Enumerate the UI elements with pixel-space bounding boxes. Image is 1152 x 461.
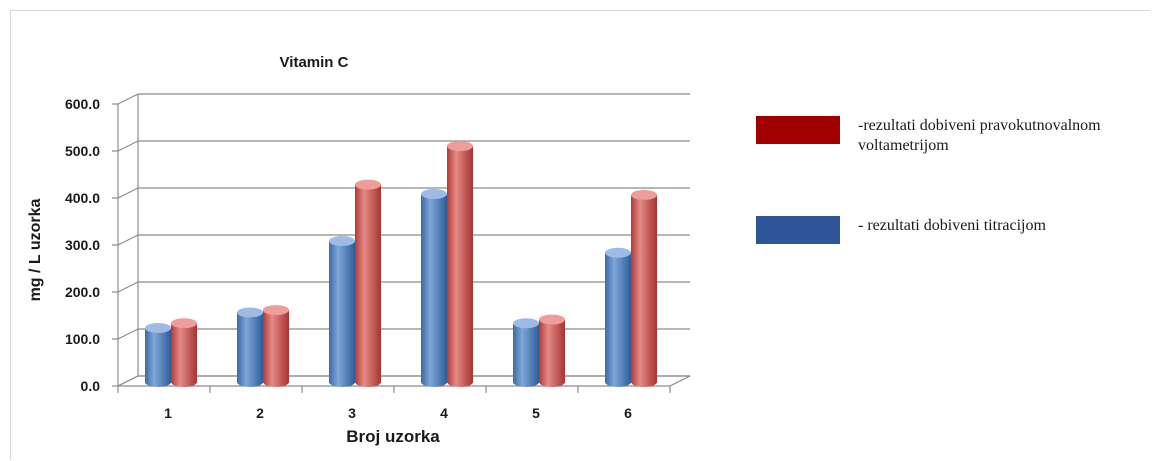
axes xyxy=(112,94,691,393)
bar-s2-1 xyxy=(171,318,197,387)
bar-s1-3 xyxy=(329,236,355,387)
bar-s2-2 xyxy=(263,305,289,387)
bar-body-s1-2 xyxy=(237,312,263,387)
bar-body-s1-4 xyxy=(421,194,447,387)
floor xyxy=(117,375,691,387)
bar-s2-4 xyxy=(447,141,473,387)
legend-swatch-titration xyxy=(756,216,840,244)
y-tick-label-3: 300.0 xyxy=(65,237,100,253)
x-tick-label-4: 4 xyxy=(440,405,448,421)
bar-body-s2-5 xyxy=(539,319,565,387)
bar-top-s1-1 xyxy=(145,322,171,333)
bar-s1-6 xyxy=(605,247,631,387)
tick-labels: 0.0 100.0 200.0 300.0 400.0 500.0 600.0 1 2 3 4 5 6 xyxy=(65,96,632,421)
bar-body-s2-3 xyxy=(355,184,381,387)
bar-top-s1-2 xyxy=(237,307,263,318)
bar-top-s2-3 xyxy=(355,179,381,190)
bar-top-s1-4 xyxy=(421,189,447,199)
y-tick-label-4: 400.0 xyxy=(65,190,100,206)
bars xyxy=(145,141,657,387)
y-tick-label-0: 0.0 xyxy=(81,378,101,394)
bar-top-s1-6 xyxy=(605,247,631,258)
gridlines xyxy=(117,93,690,387)
bar-top-s2-2 xyxy=(263,305,289,316)
bar-top-s1-5 xyxy=(513,318,539,329)
bar-s2-6 xyxy=(631,189,657,387)
x-tick-label-2: 2 xyxy=(256,405,264,421)
bar-body-s2-1 xyxy=(171,323,197,387)
legend-label-titration: - rezultati dobiveni titracijom xyxy=(858,217,1046,234)
bar-body-s2-4 xyxy=(447,146,473,387)
bar-body-s2-2 xyxy=(263,310,289,387)
bar-s1-4 xyxy=(421,189,447,387)
bar-top-s2-1 xyxy=(171,318,197,329)
bar-s1-1 xyxy=(145,322,171,387)
y-tick-label-1: 100.0 xyxy=(65,331,100,347)
gridline-depth-6 xyxy=(117,93,139,105)
gridline-depth-1 xyxy=(117,328,139,340)
bar-s2-3 xyxy=(355,179,381,387)
y-axis-title: mg / L uzorka xyxy=(27,198,44,301)
bar-body-s1-3 xyxy=(329,241,355,387)
y-tick-label-2: 200.0 xyxy=(65,284,100,300)
bar-body-s2-6 xyxy=(631,194,657,387)
gridline-depth-3 xyxy=(117,234,139,246)
legend-item-titration: - rezultati dobiveni titracijom xyxy=(756,216,1138,244)
bar-top-s2-4 xyxy=(447,141,473,152)
x-tick-label-6: 6 xyxy=(624,405,632,421)
x-tick-label-5: 5 xyxy=(532,405,540,421)
legend-item-voltammetry: -rezultati dobiveni pravokutnovalnom vol… xyxy=(756,116,1138,156)
x-tick-label-1: 1 xyxy=(164,405,172,421)
gridline-depth-2 xyxy=(117,281,139,293)
gridline-depth-5 xyxy=(117,140,139,152)
legend-label-voltammetry: -rezultati dobiveni pravokutnovalnom vol… xyxy=(858,117,1101,154)
bar-top-s2-5 xyxy=(539,314,565,325)
bar-s2-5 xyxy=(539,314,565,387)
chart-frame xyxy=(10,10,1150,460)
bar-body-s1-6 xyxy=(605,252,631,387)
bar-s1-5 xyxy=(513,318,539,387)
bar-body-s1-5 xyxy=(513,323,539,387)
bar-top-s1-3 xyxy=(329,236,355,246)
x-tick-label-3: 3 xyxy=(348,405,356,421)
bar-body-s1-1 xyxy=(145,327,171,387)
bar-top-s2-6 xyxy=(631,189,657,200)
y-tick-label-6: 600.0 xyxy=(65,96,100,112)
bar-s1-2 xyxy=(237,307,263,387)
gridline-depth-4 xyxy=(117,187,139,199)
legend-swatch-voltammetry xyxy=(756,116,840,144)
y-tick-label-5: 500.0 xyxy=(65,143,100,159)
x-axis-title: Broj uzorka xyxy=(346,427,440,446)
chart-title: Vitamin C xyxy=(280,54,349,71)
